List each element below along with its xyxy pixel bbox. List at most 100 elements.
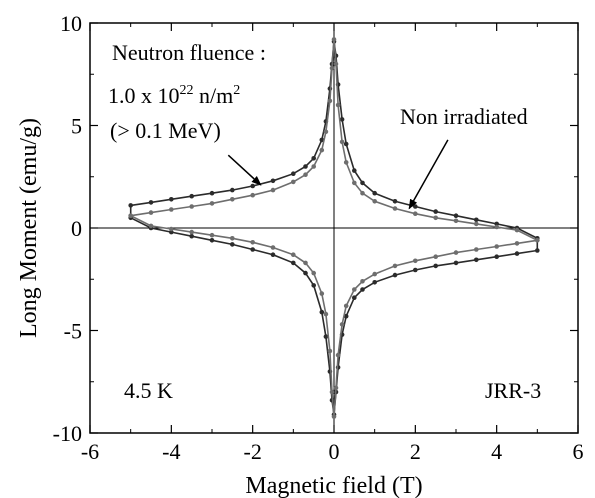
- data-point-non_irradiated-lower: [169, 226, 174, 232]
- data-point-non_irradiated-lower: [514, 241, 520, 246]
- data-point-non_irradiated-upper: [189, 204, 194, 209]
- non-irradiated-label: Non irradiated: [400, 104, 528, 129]
- data-point-irradiated-lower: [392, 272, 398, 278]
- data-point-irradiated-upper: [339, 117, 345, 122]
- series-irradiated: [128, 39, 540, 417]
- data-point-non_irradiated-lower: [453, 250, 459, 255]
- data-point-non_irradiated-upper: [335, 102, 341, 108]
- arrow-non_irradiated: [408, 139, 449, 210]
- data-point-non_irradiated-upper: [372, 199, 378, 204]
- data-point-non_irradiated-lower: [250, 240, 255, 245]
- data-point-irradiated-lower: [514, 251, 520, 256]
- data-point-irradiated-upper: [474, 217, 479, 223]
- data-point-irradiated-lower: [433, 263, 439, 269]
- data-point-non_irradiated-lower: [311, 270, 317, 276]
- y-axis-label: Long Moment (emu/g): [16, 118, 42, 338]
- data-point-irradiated-upper: [311, 156, 317, 161]
- data-point-non_irradiated-upper: [360, 190, 365, 196]
- data-point-irradiated-lower: [323, 334, 329, 339]
- fluence-exponent: 22: [180, 83, 194, 98]
- data-point-non_irradiated-lower: [335, 352, 341, 358]
- y-tick-label: -5: [64, 319, 82, 344]
- data-point-non_irradiated-upper: [323, 129, 329, 134]
- x-tick-label: -6: [81, 439, 99, 464]
- data-point-non_irradiated-upper: [209, 201, 215, 206]
- data-point-irradiated-upper: [250, 183, 255, 189]
- data-point-non_irradiated-upper: [311, 164, 317, 169]
- tick-labels: -6 -4 -2 0 2 4 6 -10 -5 0 5 10: [53, 11, 584, 464]
- data-point-irradiated-upper: [148, 200, 154, 205]
- data-point-irradiated-upper: [291, 171, 296, 176]
- data-point-non_irradiated-lower: [148, 223, 154, 229]
- y-tick-label: -10: [53, 421, 82, 446]
- data-point-non_irradiated-lower: [291, 252, 296, 257]
- energy-label: (> 0.1 MeV): [110, 118, 221, 143]
- data-point-irradiated-lower: [413, 267, 418, 273]
- data-point-non_irradiated-lower: [323, 311, 329, 317]
- data-point-non_irradiated-upper: [327, 98, 333, 104]
- data-point-irradiated-lower: [352, 295, 357, 301]
- x-axis-label: Magnetic field (T): [245, 473, 422, 498]
- data-point-irradiated-upper: [128, 203, 133, 208]
- data-point-non_irradiated-upper: [339, 139, 345, 145]
- plot-frame: [89, 22, 579, 434]
- data-point-non_irradiated-upper: [148, 210, 154, 215]
- data-point-non_irradiated-lower: [303, 260, 308, 266]
- data-point-irradiated-lower: [535, 248, 540, 253]
- data-point-irradiated-lower: [270, 252, 276, 257]
- data-point-irradiated-upper: [360, 180, 365, 186]
- data-point-non_irradiated-upper: [494, 224, 500, 230]
- data-point-non_irradiated-upper: [392, 206, 398, 211]
- data-point-non_irradiated-upper: [331, 37, 337, 42]
- fluence-unit: n/m: [194, 83, 234, 108]
- data-point-non_irradiated-upper: [433, 215, 439, 221]
- data-series: [128, 37, 540, 419]
- data-point-irradiated-upper: [303, 164, 308, 169]
- data-point-non_irradiated-upper: [250, 192, 255, 198]
- x-tick-label: 2: [410, 439, 421, 464]
- data-point-non_irradiated-lower: [372, 271, 378, 277]
- data-point-non_irradiated-upper: [343, 160, 349, 165]
- temperature-label: 4.5 K: [124, 378, 173, 403]
- reactor-label: JRR-3: [485, 378, 541, 403]
- data-point-non_irradiated-lower: [474, 247, 479, 252]
- data-point-irradiated-lower: [372, 280, 378, 285]
- data-point-non_irradiated-lower: [319, 291, 325, 296]
- data-point-non_irradiated-lower: [327, 348, 333, 354]
- data-point-non_irradiated-lower: [360, 279, 365, 284]
- y-tick-label: 0: [71, 216, 82, 241]
- data-point-irradiated-upper: [270, 178, 276, 184]
- fluence-heading: Neutron fluence :: [112, 40, 266, 65]
- fluence-base: 1.0 x 10: [108, 83, 180, 108]
- data-point-non_irradiated-lower: [392, 263, 398, 269]
- data-point-irradiated-lower: [291, 260, 296, 266]
- data-point-non_irradiated-upper: [333, 61, 339, 67]
- data-point-irradiated-upper: [230, 187, 235, 193]
- x-tick-label: -4: [162, 439, 180, 464]
- data-point-irradiated-lower: [303, 270, 308, 276]
- data-point-irradiated-lower: [360, 287, 365, 292]
- data-point-non_irradiated-upper: [169, 207, 174, 212]
- arrow-irradiated: [227, 154, 262, 186]
- data-point-irradiated-lower: [209, 238, 215, 243]
- data-point-non_irradiated-upper: [474, 221, 479, 227]
- data-point-irradiated-upper: [319, 137, 325, 143]
- data-point-irradiated-upper: [392, 199, 398, 204]
- data-point-irradiated-lower: [230, 242, 235, 247]
- data-point-non_irradiated-upper: [319, 147, 325, 153]
- data-point-irradiated-lower: [189, 233, 194, 239]
- data-point-non_irradiated-lower: [494, 244, 500, 249]
- data-point-non_irradiated-lower: [189, 229, 194, 235]
- fluence-value: 1.0 x 1022 n/m2: [108, 83, 240, 108]
- data-point-non_irradiated-lower: [331, 414, 337, 419]
- data-point-irradiated-upper: [453, 213, 459, 218]
- data-point-non_irradiated-lower: [270, 245, 276, 250]
- data-point-non_irradiated-lower: [413, 258, 418, 264]
- data-point-irradiated-upper: [343, 141, 349, 147]
- x-tick-label: 4: [491, 439, 502, 464]
- data-point-irradiated-lower: [474, 257, 479, 263]
- fluence-unit-exponent: 2: [233, 83, 240, 98]
- data-point-non_irradiated-lower: [230, 236, 235, 241]
- data-point-irradiated-lower: [250, 247, 255, 252]
